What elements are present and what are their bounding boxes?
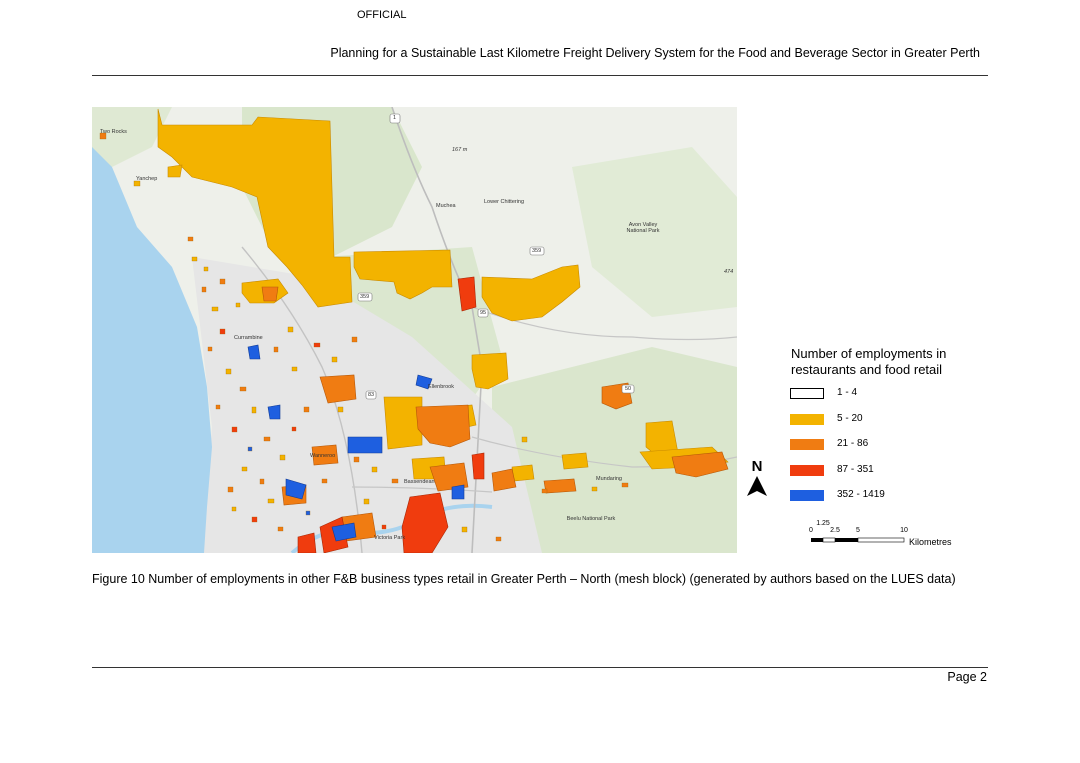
- road-shield-83: 83: [368, 392, 375, 398]
- scale-bar: 0 1.25 2.5 5 10 Kilometres: [809, 520, 952, 547]
- scale-tick-10: 10: [900, 527, 908, 534]
- place-label-beelu: Beelu National Park: [566, 516, 616, 522]
- legend-swatch: [790, 439, 824, 450]
- road-shield-359-a: 359: [532, 248, 542, 254]
- scale-tick-5: 5: [856, 527, 860, 534]
- scale-tick-1-25: 1.25: [816, 520, 830, 527]
- place-label-ellenbrook: Ellenbrook: [428, 384, 454, 390]
- legend-label: 21 - 86: [837, 438, 869, 449]
- header-rule: [92, 75, 988, 76]
- place-label-two-rocks: Two Rocks: [100, 129, 127, 135]
- elevation-label-167: 167 m: [452, 147, 468, 153]
- legend-swatch: [790, 388, 824, 399]
- place-label-muchea: Muchea: [436, 203, 456, 209]
- road-shield-1: 1: [393, 115, 397, 121]
- legend-swatch: [790, 490, 824, 501]
- legend-title: Number of employments in restaurants and…: [791, 346, 947, 377]
- place-label-lower-chittering: Lower Chittering: [484, 199, 525, 205]
- north-arrow-icon: [747, 476, 767, 496]
- place-label-wanneroo: Wanneroo: [310, 453, 336, 459]
- map-canvas: [92, 107, 737, 553]
- page-number: Page 2: [947, 670, 987, 684]
- legend-label: 352 - 1419: [837, 489, 885, 500]
- legend-label: 1 - 4: [837, 387, 858, 398]
- place-label-bassendean: Bassendean: [404, 479, 435, 485]
- scale-tick-2-5: 2.5: [830, 527, 840, 534]
- legend-label: 87 - 351: [837, 464, 874, 475]
- figure-caption: Figure 10 Number of employments in other…: [92, 572, 956, 586]
- legend-swatch: [790, 465, 824, 476]
- north-label: N: [751, 458, 763, 475]
- place-label-yanchep: Yanchep: [136, 176, 158, 182]
- scale-tick-0: 0: [809, 527, 813, 534]
- place-label-currambine: Currambine: [234, 335, 263, 341]
- legend-swatch: [790, 414, 824, 425]
- place-label-victoria-park: Victoria Park: [374, 535, 406, 541]
- map-figure: Two Rocks Yanchep Muchea Lower Chitterin…: [92, 107, 737, 553]
- road-shield-50: 50: [625, 386, 632, 392]
- place-label-mundaring: Mundaring: [596, 476, 622, 482]
- road-shield-95: 95: [480, 310, 487, 316]
- scale-unit: Kilometres: [909, 537, 952, 547]
- running-title: Planning for a Sustainable Last Kilometr…: [330, 46, 980, 60]
- legend-label: 5 - 20: [837, 413, 863, 424]
- classification-marking: OFFICIAL: [357, 9, 407, 21]
- place-label-avon-valley: Avon Valley National Park: [626, 222, 660, 234]
- elevation-label-474: 474: [724, 269, 734, 275]
- north-arrow: N: [745, 459, 769, 502]
- footer-rule: [92, 667, 988, 668]
- road-shield-359-b: 359: [360, 294, 370, 300]
